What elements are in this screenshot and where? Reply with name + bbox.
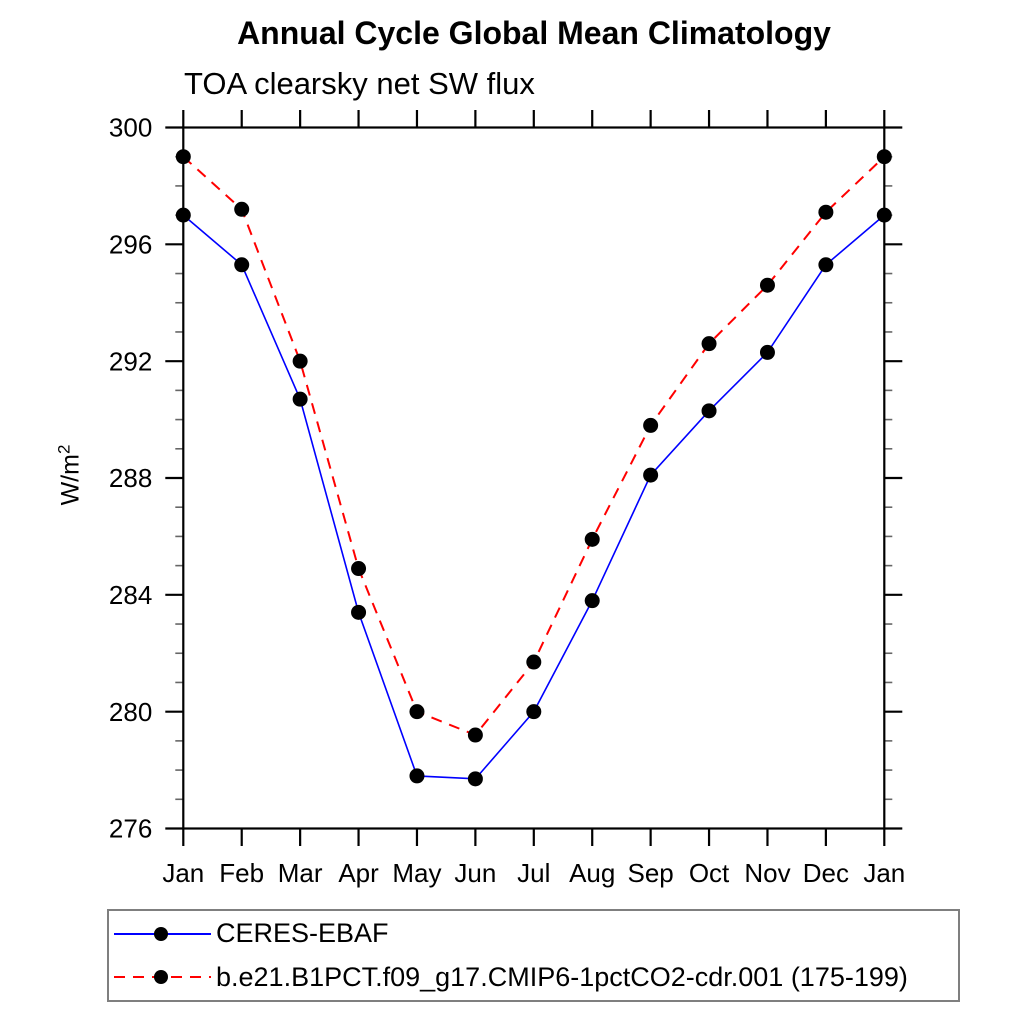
data-point <box>759 344 775 360</box>
data-point <box>818 204 834 220</box>
chart-subtitle: TOA clearsky net SW flux <box>184 66 535 101</box>
y-tick-label: 300 <box>109 113 152 143</box>
legend-item-ceres-ebaf: CERES-EBAF <box>113 913 958 955</box>
data-point <box>467 771 483 787</box>
x-tick-label: Dec <box>803 858 849 888</box>
x-tick-label: Nov <box>744 858 790 888</box>
plot-border <box>182 126 886 830</box>
x-tick-label: Jul <box>517 858 550 888</box>
legend-label-ceres-ebaf: CERES-EBAF <box>216 918 389 949</box>
data-point <box>643 467 659 483</box>
data-point <box>584 531 600 547</box>
x-tick-label: Oct <box>689 858 730 888</box>
data-point <box>643 417 659 433</box>
data-point <box>351 604 367 620</box>
x-tick-label: May <box>392 858 441 888</box>
legend: CERES-EBAF b.e21.B1PCT.f09_g17.CMIP6-1pc… <box>107 909 960 1002</box>
x-tick-label: Mar <box>278 858 323 888</box>
y-tick-label: 288 <box>109 463 152 493</box>
x-axis-tick-labels: Jan Feb Mar Apr May Jun Jul Aug Sep Oct Nov Dec Jan <box>162 858 905 888</box>
legend-swatch-line-icon <box>114 926 211 941</box>
x-tick-label: Sep <box>628 858 674 888</box>
data-point <box>467 727 483 743</box>
data-point <box>175 149 191 165</box>
y-tick-label: 292 <box>109 346 152 376</box>
data-point <box>701 403 717 419</box>
data-point <box>351 561 367 577</box>
data-point <box>876 149 892 165</box>
data-point <box>234 201 250 217</box>
legend-label-model-run: b.e21.B1PCT.f09_g17.CMIP6-1pctCO2-cdr.00… <box>216 961 908 992</box>
y-axis-major-ticks <box>165 126 903 830</box>
series-markers-1 <box>175 149 892 743</box>
data-point <box>526 654 542 670</box>
y-axis-tick-labels: 276 280 284 288 292 296 300 <box>109 113 152 844</box>
series-line-1 <box>182 155 885 737</box>
x-axis-ticks <box>182 110 886 846</box>
y-tick-label: 296 <box>109 229 152 259</box>
data-point <box>292 353 308 369</box>
data-point <box>409 768 425 784</box>
x-tick-label: Aug <box>569 858 615 888</box>
data-point <box>818 257 834 273</box>
data-point <box>175 207 191 223</box>
x-tick-label: Jan <box>863 858 905 888</box>
data-point <box>409 704 425 720</box>
chart-title: Annual Cycle Global Mean Climatology <box>237 15 831 51</box>
legend-item-model-run: b.e21.B1PCT.f09_g17.CMIP6-1pctCO2-cdr.00… <box>113 956 958 998</box>
data-point <box>584 593 600 609</box>
x-tick-label: Jun <box>454 858 496 888</box>
data-point <box>701 336 717 352</box>
x-tick-label: Jan <box>162 858 204 888</box>
y-tick-label: 280 <box>109 697 152 727</box>
x-tick-label: Feb <box>219 858 264 888</box>
series-markers-0 <box>175 207 892 787</box>
data-point <box>759 277 775 293</box>
data-point <box>526 704 542 720</box>
data-point <box>234 257 250 273</box>
data-point <box>876 207 892 223</box>
legend-swatch-dashed-line-icon <box>114 970 211 985</box>
y-tick-label: 284 <box>109 580 152 610</box>
x-tick-label: Apr <box>338 858 379 888</box>
y-axis-minor-ticks <box>175 155 893 801</box>
data-point <box>292 391 308 407</box>
y-tick-label: 276 <box>109 814 152 844</box>
series-line-0 <box>182 214 885 780</box>
